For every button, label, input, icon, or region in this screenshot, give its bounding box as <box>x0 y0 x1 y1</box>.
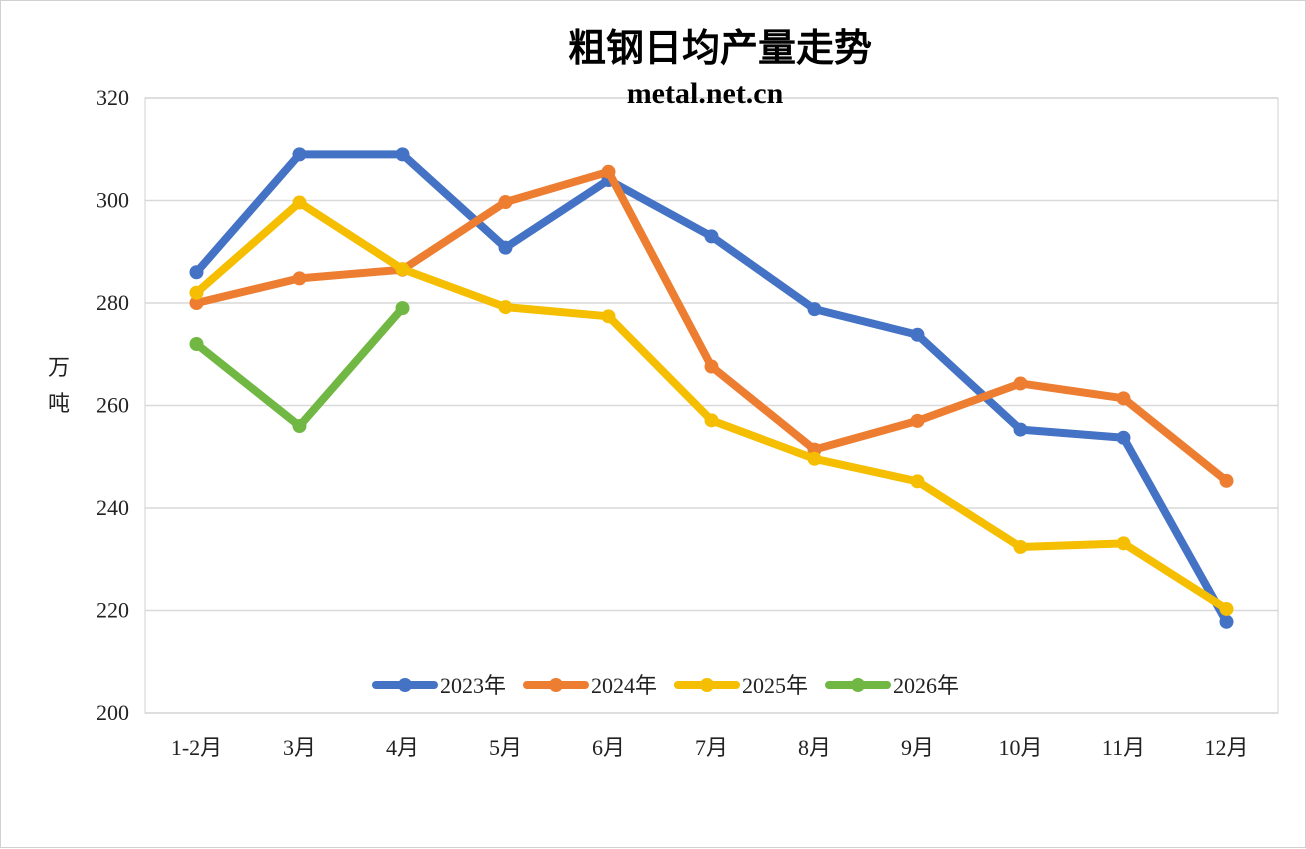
legend-marker <box>700 678 714 692</box>
x-tick-label: 4月 <box>386 735 419 760</box>
data-point <box>1013 376 1028 391</box>
data-point <box>1116 536 1131 551</box>
series-2 <box>189 164 1234 488</box>
legend-item: 2025年 <box>674 673 808 698</box>
y-tick-label: 300 <box>96 188 129 213</box>
data-point <box>395 147 410 162</box>
legend: 2023年 2024年 2025年 2026年 <box>372 673 959 698</box>
x-tick-label: 10月 <box>998 735 1042 760</box>
y-tick-label: 280 <box>96 290 129 315</box>
legend-label: 2024年 <box>591 673 657 698</box>
data-point <box>1013 422 1028 437</box>
series-lines <box>189 147 1234 629</box>
legend-label: 2023年 <box>440 673 506 698</box>
legend-item: 2026年 <box>825 673 959 698</box>
y-tick-label: 320 <box>96 85 129 110</box>
x-tick-label: 6月 <box>592 735 625 760</box>
series-1 <box>189 147 1234 629</box>
data-point <box>1116 391 1131 406</box>
x-tick-label: 8月 <box>798 735 831 760</box>
x-tick-label: 9月 <box>901 735 934 760</box>
legend-label: 2025年 <box>742 673 808 698</box>
data-point <box>498 195 513 210</box>
data-point <box>1219 473 1234 488</box>
data-point <box>704 413 719 428</box>
plot-area-border <box>144 97 1279 714</box>
data-point <box>395 301 410 316</box>
legend-item: 2023年 <box>372 673 506 698</box>
data-point <box>910 474 925 489</box>
data-point <box>601 309 616 324</box>
x-tick-label: 1-2月 <box>171 735 222 760</box>
data-point <box>189 337 204 351</box>
x-tick-label: 3月 <box>283 735 316 760</box>
data-point <box>189 296 204 310</box>
data-point <box>1219 601 1234 616</box>
y-tick-label: 240 <box>96 495 129 520</box>
series-4 <box>189 301 410 433</box>
data-point <box>292 271 307 286</box>
legend-marker <box>398 678 412 692</box>
data-point <box>498 240 513 255</box>
y-tick-label: 220 <box>96 598 129 623</box>
y-tick-label: 200 <box>96 700 129 725</box>
data-point <box>704 229 719 244</box>
data-point <box>910 413 925 428</box>
data-point <box>1116 430 1131 445</box>
legend-label: 2026年 <box>893 673 959 698</box>
chart-title: 粗钢日均产量走势 <box>568 25 872 70</box>
data-point <box>601 164 616 179</box>
data-point <box>395 262 410 277</box>
data-point <box>1013 539 1028 554</box>
data-point <box>704 359 719 374</box>
legend-item: 2024年 <box>523 673 657 698</box>
data-point <box>910 327 925 342</box>
y-tick-label: 260 <box>96 393 129 418</box>
x-tick-label: 12月 <box>1204 735 1248 760</box>
data-point <box>292 147 307 162</box>
data-point <box>292 195 307 210</box>
data-point <box>189 265 204 280</box>
data-point <box>1219 614 1234 629</box>
x-tick-label: 7月 <box>695 735 728 760</box>
data-point <box>292 419 307 433</box>
data-point <box>807 451 822 466</box>
y-axis-ticks: 200 220 240 260 280 300 320 <box>96 85 129 725</box>
series-line <box>192 304 407 430</box>
y-axis-label: 万吨 <box>48 356 70 417</box>
y-axis-label-char: 吨 <box>48 392 70 417</box>
legend-marker <box>851 678 865 692</box>
chart-subtitle: metal.net.cn <box>627 77 784 110</box>
legend-marker <box>549 678 563 692</box>
x-tick-label: 5月 <box>489 735 522 760</box>
y-axis-label-char: 万 <box>48 356 70 381</box>
data-point <box>807 302 822 317</box>
x-axis-ticks: 1-2月 3月 4月 5月 6月 7月 8月 9月 10月 11月 12月 <box>171 735 1249 760</box>
data-point <box>498 300 513 315</box>
series-3 <box>189 195 1234 616</box>
data-point <box>189 285 204 300</box>
x-tick-label: 11月 <box>1102 735 1145 760</box>
